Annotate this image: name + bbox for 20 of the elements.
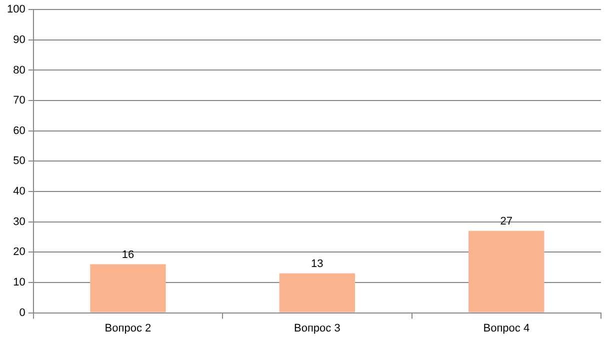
y-tick-label: 50 (13, 155, 26, 168)
data-label: 16 (122, 248, 134, 261)
x-tick-label: Вопрос 2 (104, 322, 152, 334)
x-tick-label: Вопрос 4 (483, 322, 530, 334)
x-tick-label: Вопрос 3 (294, 322, 340, 334)
bar (90, 264, 166, 312)
data-label: 27 (500, 215, 513, 228)
y-tick-label: 0 (19, 306, 26, 319)
y-tick-label: 10 (13, 276, 26, 289)
y-tick-label: 20 (13, 246, 26, 258)
y-tick-label: 100 (6, 4, 26, 16)
y-tick-label: 70 (13, 94, 26, 107)
y-tick-label: 90 (13, 34, 26, 46)
y-tick-label: 60 (13, 124, 26, 137)
y-tick-label: 40 (13, 186, 26, 198)
bar (279, 273, 356, 312)
y-tick-label: 30 (13, 216, 26, 228)
bar (468, 230, 544, 312)
y-tick-label: 80 (13, 64, 26, 76)
data-label: 13 (311, 258, 324, 270)
